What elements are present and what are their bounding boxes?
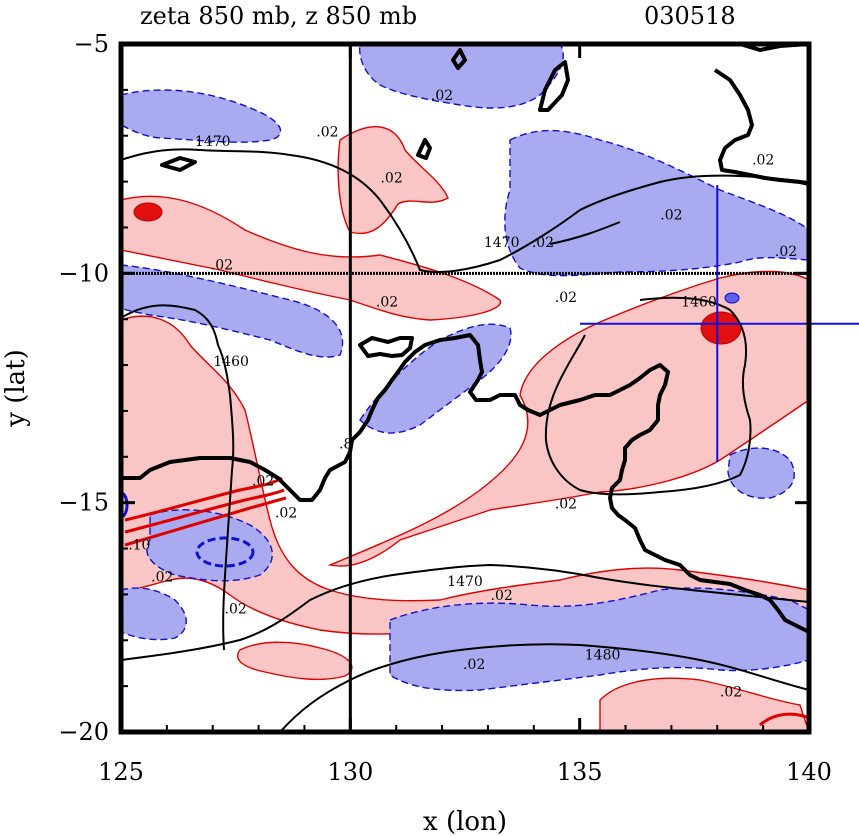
plot-frame (118, 41, 812, 735)
y-tick-label: −10 (58, 259, 109, 287)
coastline-island-north (538, 60, 570, 112)
vorticity-contour-label: .02 (555, 496, 577, 512)
coastlines (121, 44, 809, 634)
positive-region-northwest (121, 195, 502, 321)
x-axis-label: x (lon) (423, 807, 507, 836)
height-contour-label: 1470 (484, 235, 520, 251)
height-contour-label: 1460 (681, 294, 717, 310)
vorticity-contour-label: .02 (151, 570, 173, 586)
vorticity-contour-label: .02 (720, 684, 742, 700)
vorticity-contour-label: .02 (491, 588, 513, 604)
negative-region-east-pocket (727, 447, 795, 499)
positive-region-south-center (237, 641, 353, 681)
vorticity-contour-label: .02 (211, 258, 233, 274)
height-contour-1470-south (121, 563, 809, 661)
plot-area: .02.02.02.02.02.02.02.02.02.02.02.02.02.… (121, 44, 809, 732)
vorticity-contour-label: .02 (380, 171, 402, 187)
vorticity-contour-label: .02 (463, 657, 485, 673)
height-contour-label: 1480 (585, 648, 621, 664)
vorticity-contour-label: .02 (775, 244, 797, 260)
negative-region-southwest-lower (121, 587, 187, 641)
negative-region-upper-left (121, 264, 344, 358)
height-contour-1460-east (544, 296, 752, 496)
positive-region-central-band (327, 270, 809, 567)
height-contour-1470-north (121, 148, 809, 273)
x-tick-label: 135 (557, 758, 603, 786)
strong-positive-core-west (133, 202, 163, 222)
x-tick-label: 140 (786, 758, 832, 786)
negative-contour-southwest (195, 536, 255, 568)
height-contour-1480-south (279, 643, 809, 732)
negative-contour-west-edge (121, 491, 129, 519)
x-tick-label: 125 (98, 758, 144, 786)
coastline-islet-3 (451, 48, 467, 70)
negative-region-northeast-band (504, 129, 809, 277)
height-contour-label: 1470 (195, 134, 231, 150)
x-axis: 125 130 135 140 (98, 44, 832, 786)
height-contours (121, 148, 809, 732)
vorticity-contour-label: .02 (316, 125, 338, 141)
vorticity-contour-label: .02 (252, 473, 274, 489)
vorticity-contour-label: .02 (275, 505, 297, 521)
vorticity-contour-label: .02 (431, 88, 453, 104)
coastline-islet-2 (416, 138, 432, 160)
vorticity-contour-label: .10 (128, 538, 150, 554)
vorticity-contour-label: .02 (532, 235, 554, 251)
height-contour-1460-west (121, 304, 235, 651)
strong-vorticity-cores (121, 202, 809, 727)
chart-title-right: 030518 (644, 2, 736, 30)
positive-contour-southeast (759, 712, 809, 727)
y-tick-label: −20 (58, 718, 109, 746)
height-contour-1470-northeast (549, 221, 621, 245)
positive-contour-cluster-west (124, 476, 287, 547)
y-axis: −5 −10 −15 −20 (58, 30, 809, 746)
negative-vorticity-fills (121, 44, 809, 692)
vorticity-labels: .02.02.02.02.02.02.02.02.02.02.02.02.02.… (128, 88, 797, 700)
positive-region-southeast (599, 677, 809, 732)
vorticity-contour-label: .02 (752, 152, 774, 168)
y-tick-label: −15 (58, 489, 109, 517)
coastline-island-small (358, 336, 414, 358)
coastline-mainland (121, 333, 809, 634)
negative-region-mid-diagonal (359, 323, 512, 434)
crosshair-marker (580, 185, 859, 462)
strong-negative-core-east (724, 292, 740, 304)
y-axis-label: y (lat) (1, 349, 31, 428)
vorticity-contour-label: .02 (225, 602, 247, 618)
negative-region-south-band (389, 587, 809, 692)
chart-title-left: zeta 850 mb, z 850 mb (140, 2, 417, 30)
negative-region-north-center (358, 44, 564, 109)
negative-region-northwest (121, 89, 282, 143)
height-labels: 1470 1470 1460 1460 1470 1480 (195, 134, 717, 664)
vorticity-contour-label: .02 (660, 207, 682, 223)
height-contour-label: 1460 (213, 354, 249, 370)
y-tick-label: −5 (74, 30, 109, 58)
x-tick-label: 130 (327, 758, 373, 786)
coastline-islet-1 (160, 156, 197, 172)
coastline-east-upper (713, 68, 809, 186)
positive-region-north-center (337, 126, 449, 235)
vorticity-contour-label: .02 (555, 290, 577, 306)
positive-vorticity-fills (121, 126, 809, 732)
vorticity-contour-label: .02 (376, 294, 398, 310)
height-contour-label: 1470 (447, 574, 483, 590)
